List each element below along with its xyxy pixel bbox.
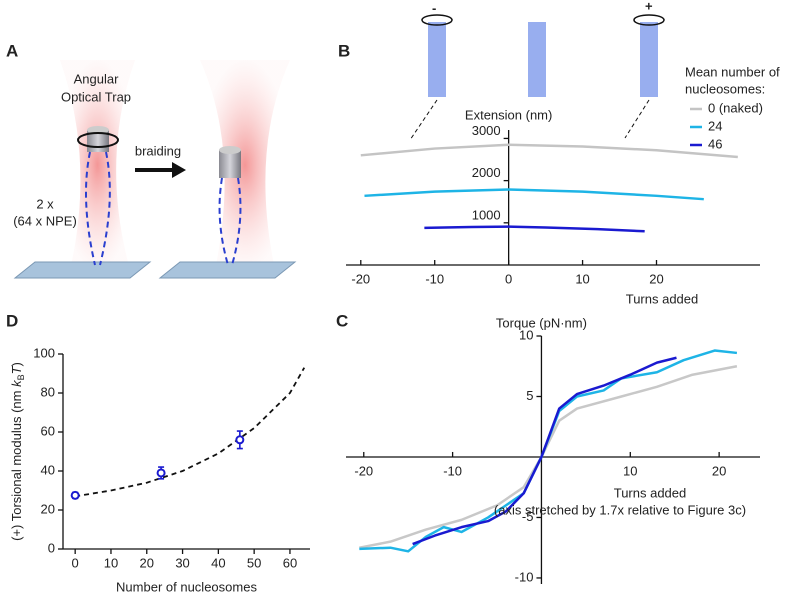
y-tick-label: 0 <box>48 540 55 555</box>
dna-braid <box>218 177 242 266</box>
bead <box>219 150 241 178</box>
x-tick-label: 10 <box>104 555 118 570</box>
data-point <box>70 490 80 500</box>
y-tick-label: 2000 <box>472 165 501 180</box>
y-axis-label: Extension (nm) <box>465 107 552 122</box>
x-tick-label: 20 <box>712 463 726 478</box>
y-tick-label: -5 <box>522 509 534 524</box>
dna-icon <box>428 22 446 97</box>
rotation-arrow <box>77 132 119 148</box>
y-axis-label-part: B <box>16 374 26 380</box>
surface <box>13 261 152 279</box>
y-axis-label-part: ) <box>9 362 24 366</box>
panel-b-icons: B - + <box>338 0 665 141</box>
legend-title: nucleosomes: <box>685 81 765 96</box>
x-tick-label: 60 <box>283 555 297 570</box>
series-line <box>424 225 645 233</box>
series-line <box>359 349 738 553</box>
panel-label: D <box>6 311 18 330</box>
x-axis-label: Turns added <box>614 485 687 500</box>
bead-top <box>219 146 241 154</box>
dna-tether <box>85 151 111 266</box>
y-axis-label-part: k <box>9 379 24 387</box>
y-tick-label: 1000 <box>472 207 501 222</box>
x-axis-label: Number of nucleosomes <box>116 579 257 594</box>
x-tick-label: 10 <box>575 271 589 286</box>
y-tick-label: 100 <box>33 345 55 360</box>
legend-label: 46 <box>708 136 722 151</box>
guide-line <box>624 99 650 139</box>
x-tick-label: 30 <box>175 555 189 570</box>
y-axis-label-part: (+) Torsional modulus (nm <box>9 387 24 541</box>
series-line <box>364 188 704 201</box>
guide-line <box>409 99 438 141</box>
dna-label: (64 x NPE) <box>13 213 77 228</box>
x-tick-label: 50 <box>247 555 261 570</box>
rotation-arrow <box>633 14 665 26</box>
axis-note: (axis stretched by 1.7x relative to Figu… <box>494 502 746 517</box>
legend-label: 0 (naked) <box>708 100 763 115</box>
data-point <box>156 468 166 478</box>
x-tick-label: 0 <box>72 555 79 570</box>
series-line <box>412 356 677 546</box>
y-tick-label: 5 <box>526 388 533 403</box>
x-tick-label: 40 <box>211 555 225 570</box>
y-axis-label: Torque (pN·nm) <box>496 315 587 330</box>
data-point <box>235 435 245 445</box>
braiding-label: braiding <box>135 143 181 158</box>
trap-label: Optical Trap <box>61 89 131 104</box>
series-line <box>360 143 738 159</box>
panel-label: C <box>336 311 348 330</box>
x-tick-label: -10 <box>425 271 444 286</box>
rotation-sign: - <box>432 0 436 15</box>
y-tick-label: 60 <box>41 423 55 438</box>
x-tick-label: 20 <box>140 555 154 570</box>
x-tick-label: -10 <box>443 463 462 478</box>
bead-top <box>87 126 109 134</box>
legend-label: 24 <box>708 118 722 133</box>
rotation-arrow <box>421 14 453 26</box>
y-tick-label: 10 <box>519 327 533 342</box>
x-tick-label: 20 <box>649 271 663 286</box>
surface <box>158 261 297 279</box>
trap-label: Angular <box>74 71 119 86</box>
panel-a-diagram: A Angular Optical Trap braiding 2 x (64 … <box>6 41 297 279</box>
fit-curve <box>75 367 306 498</box>
y-tick-label: 80 <box>41 384 55 399</box>
laser-beam <box>200 60 290 270</box>
rotation-sign: + <box>645 0 653 13</box>
dna-label: 2 x <box>36 196 54 211</box>
panel-label: B <box>338 41 350 60</box>
y-tick-label: 40 <box>41 462 55 477</box>
x-tick-label: -20 <box>354 463 373 478</box>
y-tick-label: 3000 <box>472 123 501 138</box>
panel-label: A <box>6 41 18 60</box>
x-tick-label: -20 <box>351 271 370 286</box>
y-tick-label: -10 <box>515 569 534 584</box>
legend-title: Mean number of <box>685 64 780 79</box>
arrow-head <box>172 162 186 178</box>
x-tick-label: 0 <box>505 271 512 286</box>
x-axis-label: Turns added <box>626 291 699 306</box>
laser-beam <box>60 60 135 270</box>
y-tick-label: 20 <box>41 501 55 516</box>
y-axis-label-part: T <box>9 365 24 374</box>
dna-icon <box>640 22 658 97</box>
dna-icon <box>528 22 546 97</box>
y-axis-label: (+) Torsional modulus (nm kBT) <box>9 362 26 541</box>
x-tick-label: 10 <box>623 463 637 478</box>
